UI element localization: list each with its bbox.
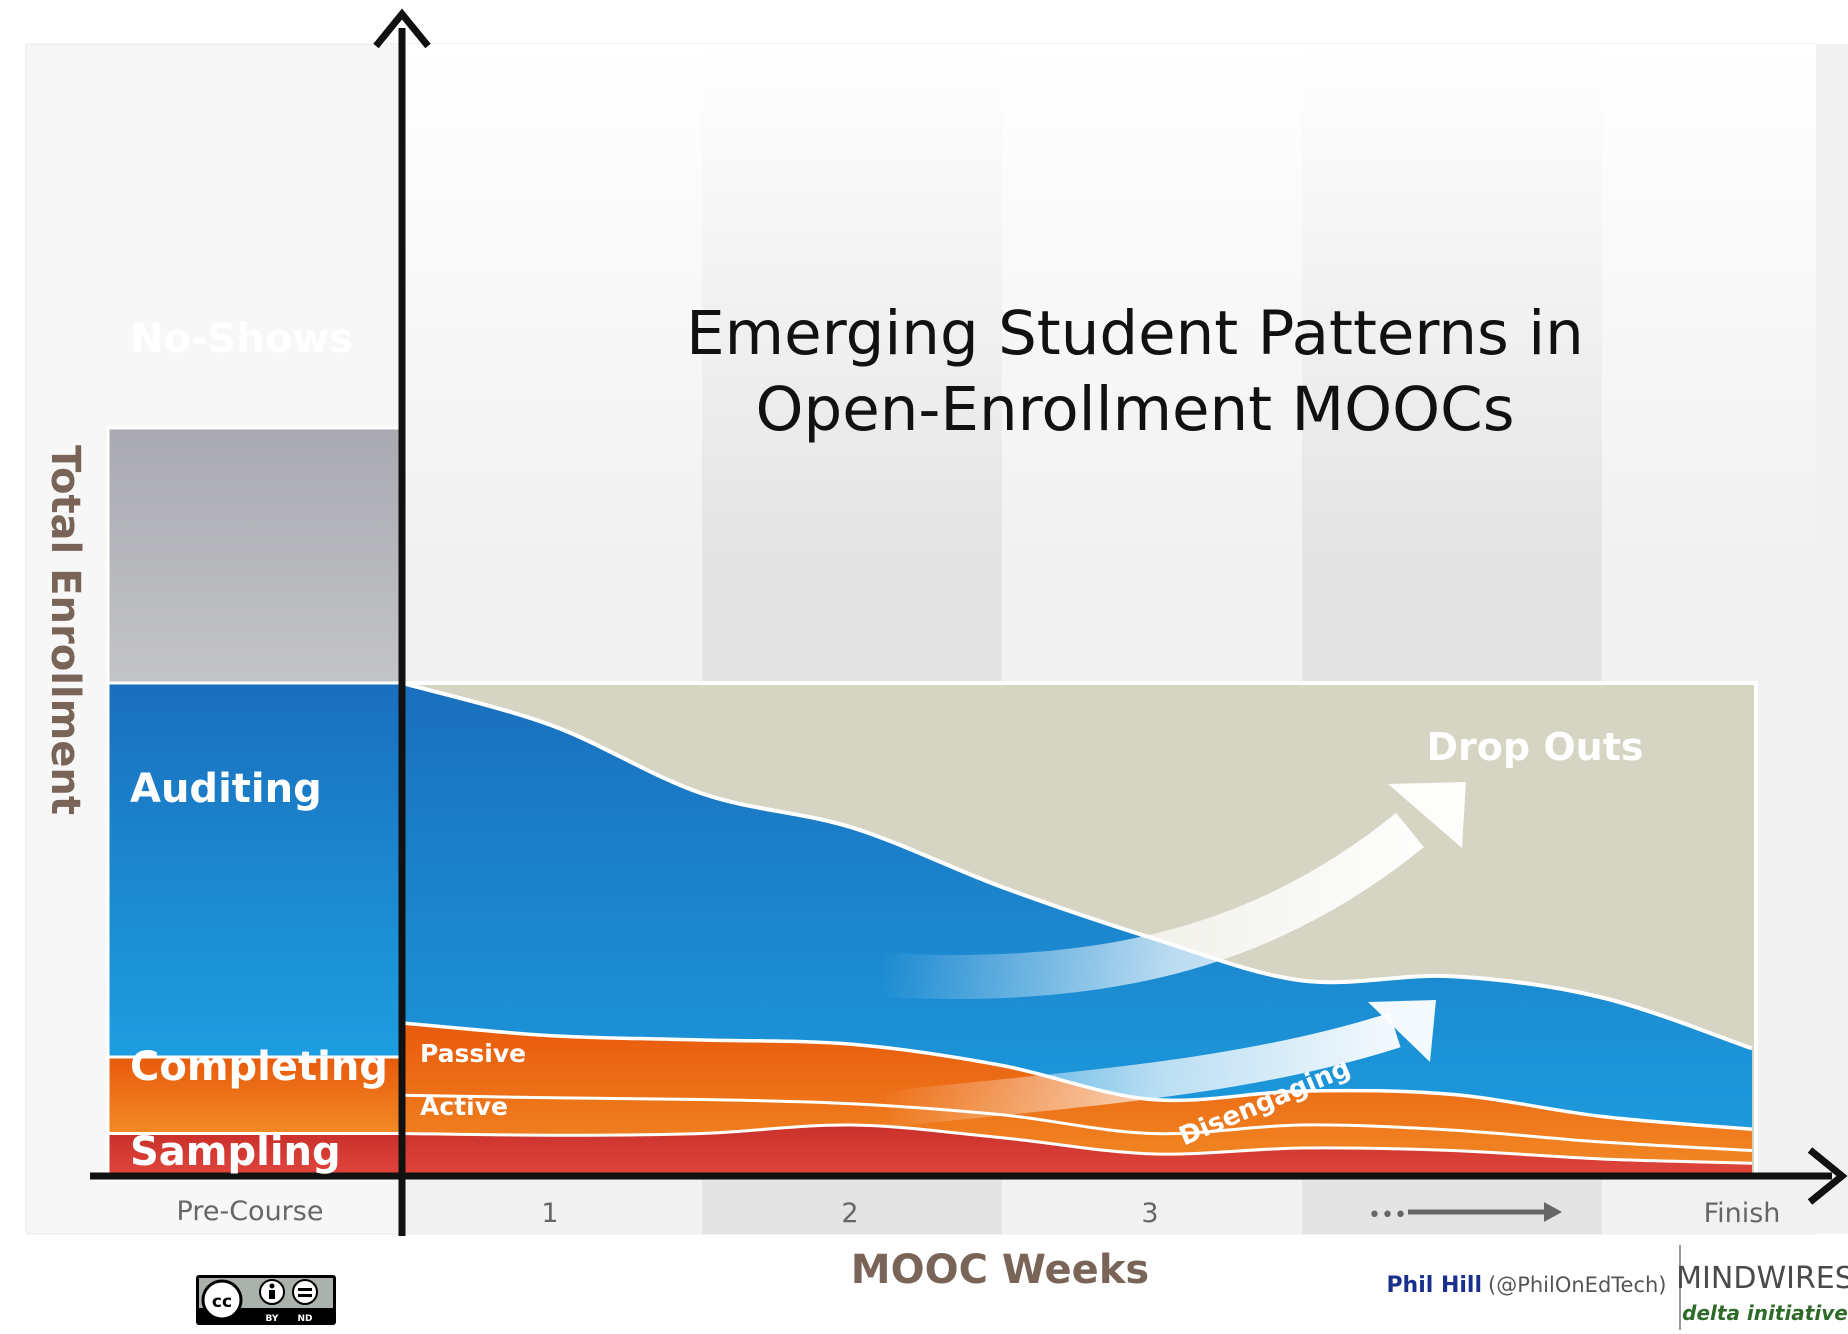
cc-license-badge: cc BY ND	[196, 1275, 336, 1325]
x-tick-week2: 2	[841, 1198, 858, 1229]
top-fade	[400, 44, 1816, 564]
svg-text:cc: cc	[212, 1292, 232, 1312]
x-tick-precourse: Pre-Course	[177, 1196, 324, 1227]
no-derivatives-icon	[292, 1279, 318, 1305]
chart-title-line1: Emerging Student Patterns in	[686, 298, 1584, 369]
y-axis-label: Total Enrollment	[42, 445, 88, 815]
label-no-shows: No-Shows	[130, 316, 353, 362]
delta-initiative-logo: delta initiative	[1682, 1301, 1848, 1325]
dropout-arrow-shaft	[878, 812, 1424, 999]
disengaging-arrow-shaft	[878, 1012, 1401, 1128]
label-passive: Passive	[420, 1039, 526, 1068]
x-axis-label: MOOC Weeks	[851, 1247, 1149, 1293]
annotation-drop-outs: Drop Outs	[1427, 725, 1644, 769]
label-completing: Completing	[130, 1044, 388, 1090]
mindwires-logo: MINDWIRES	[1676, 1261, 1848, 1296]
chart-title-line2: Open-Enrollment MOOCs	[755, 374, 1514, 445]
bar-segment-auditing	[106, 681, 404, 1059]
credit-author: Phil Hill	[1386, 1273, 1482, 1298]
disengaging-arrowhead	[1368, 1000, 1436, 1062]
svg-text:ND: ND	[297, 1314, 312, 1324]
bar-segment-no-shows	[106, 426, 404, 685]
auditing-boundary-line	[401, 681, 1753, 1051]
cc-icon	[201, 1279, 243, 1321]
y-axis-arrow	[373, 8, 431, 49]
label-auditing: Auditing	[130, 766, 322, 812]
svg-text:BY: BY	[266, 1314, 279, 1324]
sampling-boundary-line	[401, 1123, 1753, 1165]
pre-course-bar	[106, 426, 404, 1178]
credit-handle: (@PhilOnEdTech)	[1488, 1273, 1667, 1297]
x-tick-week3: 3	[1141, 1198, 1158, 1229]
passive-active-divider	[401, 1093, 1753, 1152]
dropout-arrowhead	[1388, 782, 1466, 848]
x-axis-arrow	[1807, 1147, 1848, 1205]
flow-sampling-area	[402, 1124, 1752, 1176]
label-active: Active	[420, 1092, 508, 1121]
ellipsis-arrowhead	[1544, 1202, 1562, 1222]
x-tick-week1: 1	[541, 1198, 558, 1229]
label-sampling: Sampling	[130, 1129, 341, 1175]
x-tick-finish: Finish	[1704, 1198, 1781, 1229]
x-tick-ellipsis: •••	[1368, 1203, 1407, 1228]
